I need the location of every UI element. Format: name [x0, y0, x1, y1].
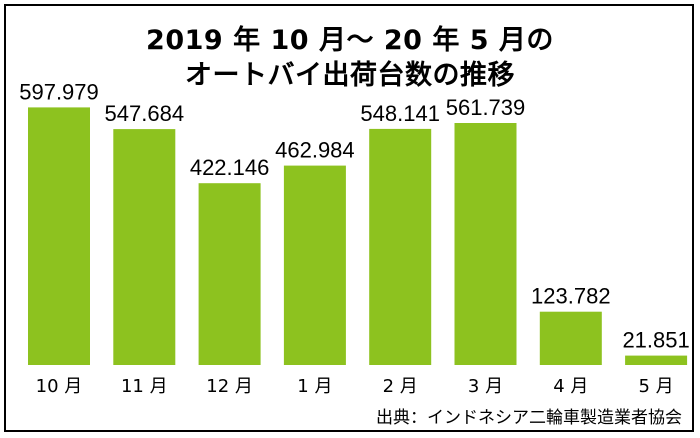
value-label-1: 597.979: [19, 79, 99, 104]
value-label-8: 21.851: [622, 328, 689, 353]
category-label-7: 4 月: [553, 376, 588, 397]
bar-3: [198, 183, 261, 365]
category-label-5: 2 月: [383, 376, 418, 397]
category-label-6: 3 月: [468, 376, 503, 397]
category-label-3: 12 月: [206, 376, 253, 397]
category-label-1: 10 月: [36, 376, 83, 397]
bar-4: [283, 165, 346, 365]
value-label-5: 548.141: [360, 101, 440, 126]
bar-7: [539, 311, 602, 365]
bar-2: [113, 129, 176, 365]
category-label-4: 1 月: [297, 376, 332, 397]
category-label-8: 5 月: [639, 376, 674, 397]
value-label-6: 561.739: [446, 95, 526, 120]
chart-title-line-1: 2019 年 10 月〜 20 年 5 月の: [146, 25, 554, 56]
bar-6: [454, 123, 517, 365]
bar-1: [28, 107, 90, 366]
source-note: 出典：インドネシア二輪車製造業者協会: [376, 408, 682, 428]
value-label-7: 123.782: [531, 284, 611, 309]
value-label-2: 547.684: [105, 101, 185, 126]
chart-title-line-2: オートバイ出荷台数の推移: [185, 60, 515, 91]
category-label-2: 11 月: [121, 376, 168, 397]
value-label-3: 422.146: [190, 155, 270, 180]
value-label-4: 462.984: [275, 138, 355, 163]
bar-5: [369, 128, 432, 365]
bar-8: [625, 355, 688, 365]
